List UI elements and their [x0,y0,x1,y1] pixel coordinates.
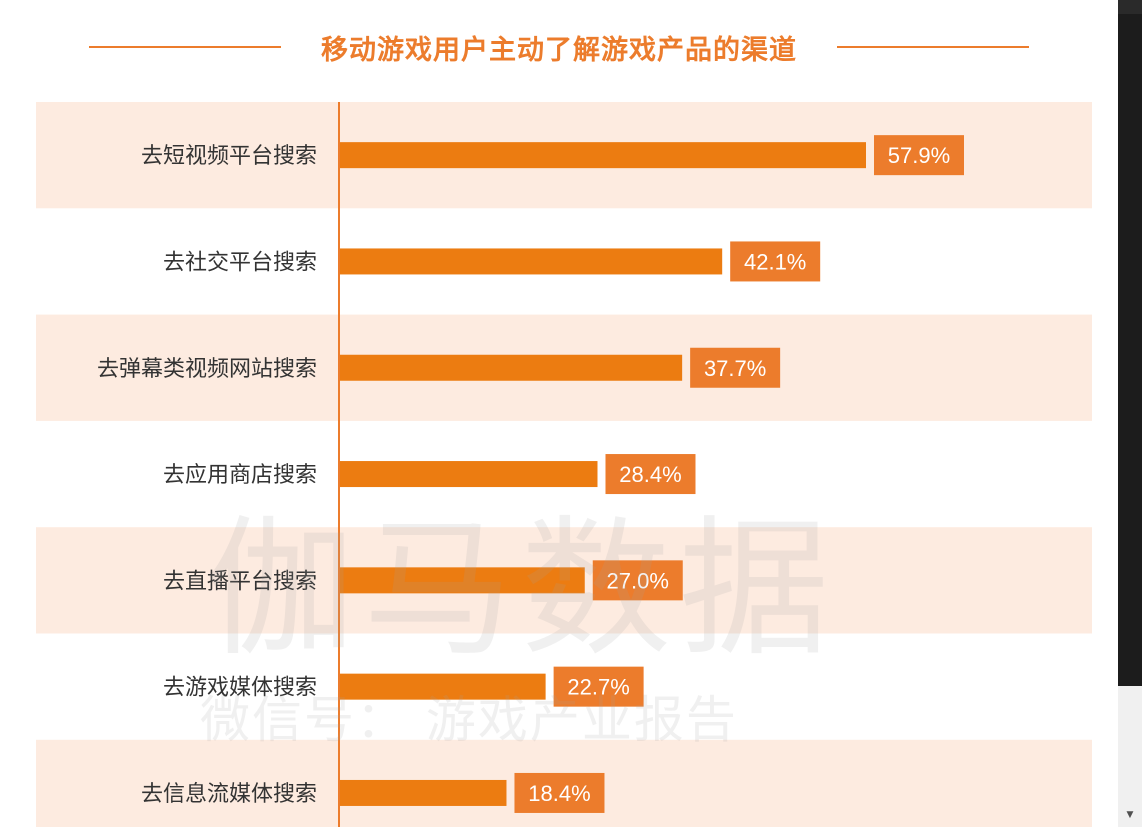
data-label-box [592,560,683,601]
bar [339,779,507,806]
down-arrow-icon[interactable]: ▼ [1126,810,1134,820]
bar [339,142,866,169]
category-label: 去短视频平台搜索 [141,144,317,169]
data-label-box [605,454,696,495]
chart-area: 移动游戏用户主动了解游戏产品的渠道 去短视频平台搜索 57.9% 去社交平台搜索 42… [0,22,1118,827]
window-edge [1118,0,1142,14]
category-label: 去应用商店搜索 [163,463,317,488]
bar [339,567,585,594]
data-label-box [514,772,605,813]
data-label: 22.7% [567,675,629,700]
title-line-right [837,46,1029,48]
category-label: 去游戏媒体搜索 [163,676,317,701]
bar [339,354,683,381]
chart-title: 移动游戏用户主动了解游戏产品的渠道 [321,34,797,66]
category-label: 去弹幕类视频网站搜索 [97,357,317,382]
data-label: 28.4% [619,462,681,487]
bar [339,673,546,700]
data-label: 37.7% [704,356,766,381]
bar [339,248,723,275]
title-line-left [89,46,281,48]
scrollbar-thumb[interactable] [1118,0,1142,686]
category-label: 去直播平台搜索 [163,569,317,594]
data-label-box [553,666,644,707]
category-label: 去信息流媒体搜索 [141,782,317,807]
data-label-box [690,347,781,388]
category-label: 去社交平台搜索 [163,250,317,275]
bar [339,461,598,488]
chart-title-row: 移动游戏用户主动了解游戏产品的渠道 [0,22,1118,72]
data-label-box [874,135,964,176]
data-label: 18.4% [528,781,590,806]
data-label: 42.1% [744,249,806,274]
data-label-box [730,241,821,282]
data-label: 57.9% [888,143,950,168]
data-label: 27.0% [607,568,669,593]
bar-chart: 去短视频平台搜索 57.9% 去社交平台搜索 42.1% 去弹幕类视频网站搜索 37.7%… [36,102,1092,827]
